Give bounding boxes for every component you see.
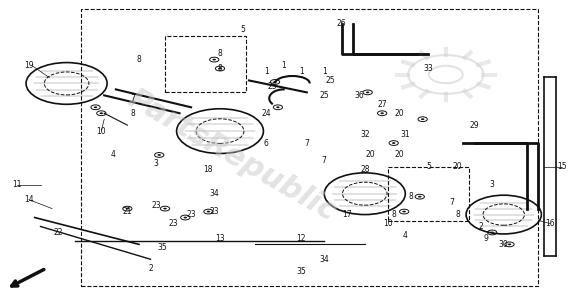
Text: 17: 17 [343,210,352,219]
Text: 34: 34 [320,255,329,264]
Circle shape [508,243,511,245]
Text: 35: 35 [157,243,167,252]
Text: 8: 8 [409,192,413,201]
Text: 20: 20 [366,150,375,159]
Text: 6: 6 [264,139,269,148]
Text: 11: 11 [13,180,22,189]
Text: 20: 20 [395,150,404,159]
Circle shape [418,196,422,198]
Circle shape [163,208,167,209]
Text: 1: 1 [264,67,269,76]
Text: 20: 20 [395,109,404,118]
Text: 23: 23 [169,219,178,228]
Text: 1: 1 [299,67,303,76]
Text: 27: 27 [378,100,387,109]
Text: 21: 21 [123,207,132,216]
Text: 8: 8 [455,210,460,219]
Circle shape [276,106,280,108]
Text: 33: 33 [424,64,433,73]
Text: 7: 7 [449,198,454,207]
Text: 4: 4 [111,150,115,159]
Text: 22: 22 [53,228,63,237]
Text: 13: 13 [215,234,225,243]
Text: 18: 18 [204,165,213,174]
Circle shape [380,112,384,114]
Text: 15: 15 [557,162,566,171]
Text: 30: 30 [499,240,508,249]
Circle shape [207,211,210,212]
Text: 1: 1 [322,67,327,76]
Text: 31: 31 [401,130,410,139]
Bar [165,36,246,92]
Text: 14: 14 [24,195,34,204]
Text: 1: 1 [281,61,286,70]
Text: 23: 23 [210,207,219,216]
Circle shape [157,154,161,156]
Text: 34: 34 [210,189,219,198]
Circle shape [366,91,369,93]
Text: 19: 19 [24,61,34,70]
Text: 16: 16 [545,219,555,228]
Text: PartsRepublic: PartsRepublic [122,83,341,226]
Text: 9: 9 [484,234,489,243]
Text: 4: 4 [403,231,408,240]
Text: 23: 23 [186,210,196,219]
Text: 23: 23 [152,201,161,210]
Text: 25: 25 [267,82,277,91]
Text: 8: 8 [137,55,141,64]
Text: 8: 8 [218,49,222,58]
Text: 25: 25 [320,91,329,100]
Text: 7: 7 [322,156,327,165]
Text: 8: 8 [131,109,135,118]
Circle shape [212,59,216,60]
Text: 2: 2 [478,222,483,231]
Text: 8: 8 [391,210,396,219]
Circle shape [392,142,395,144]
Circle shape [421,118,424,120]
Text: 26: 26 [337,19,346,28]
Circle shape [100,112,103,114]
Text: 3: 3 [490,180,494,189]
Circle shape [94,106,97,108]
Text: 28: 28 [360,165,369,174]
Text: 12: 12 [296,234,306,243]
Circle shape [184,217,187,218]
Text: 24: 24 [262,109,271,118]
Text: 5: 5 [241,25,245,34]
Text: 20: 20 [453,162,462,171]
Circle shape [126,208,129,209]
Text: 5: 5 [426,162,431,171]
Text: 8: 8 [218,64,222,73]
Circle shape [490,232,494,233]
Text: 3: 3 [154,159,159,168]
Text: 29: 29 [470,121,479,130]
Text: 10: 10 [97,127,106,136]
Text: 7: 7 [131,94,135,103]
Circle shape [218,68,222,69]
Text: 32: 32 [360,130,369,139]
Text: 10: 10 [383,219,393,228]
Text: 35: 35 [296,267,306,276]
Circle shape [402,211,406,212]
Text: 25: 25 [325,76,335,85]
Text: 36: 36 [354,91,364,100]
Text: 2: 2 [148,264,153,273]
Bar [388,167,469,221]
Text: 7: 7 [305,139,309,148]
Circle shape [273,81,277,83]
